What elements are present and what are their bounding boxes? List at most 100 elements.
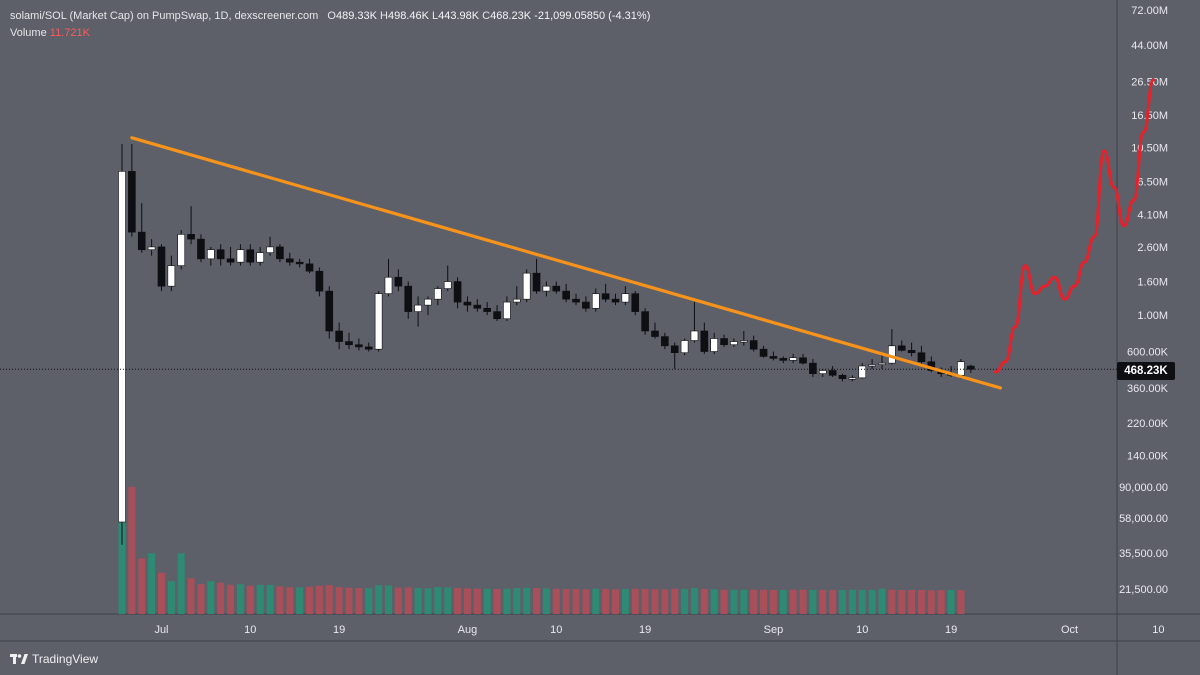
- volume-bar: [167, 581, 175, 614]
- candle-body: [384, 276, 393, 294]
- candle: [364, 342, 373, 352]
- tradingview-logo-icon: [10, 654, 28, 664]
- candle: [483, 302, 491, 316]
- volume-bar: [444, 587, 452, 614]
- candle: [799, 353, 807, 365]
- volume-bar: [542, 588, 550, 614]
- candle: [661, 332, 669, 350]
- candle: [967, 364, 975, 374]
- candle-body: [522, 272, 531, 300]
- volume-bar: [740, 589, 748, 614]
- candle-body: [917, 352, 926, 363]
- x-tick-label: Jul: [154, 624, 168, 636]
- volume-bar: [375, 585, 383, 614]
- candle: [394, 269, 403, 292]
- volume-legend: Volume 11.721K: [10, 26, 90, 40]
- volume-bar: [878, 588, 886, 614]
- x-tick-label: 10: [550, 624, 562, 636]
- candle: [601, 283, 610, 303]
- x-tick-label: 19: [333, 624, 345, 636]
- candle-body: [128, 171, 136, 233]
- candle-body: [532, 272, 541, 292]
- volume-bar: [197, 584, 205, 614]
- volume-bar: [473, 588, 481, 614]
- candle-body: [730, 341, 738, 346]
- candle-body: [207, 249, 215, 260]
- volume-bar: [779, 590, 787, 614]
- candle: [897, 340, 906, 352]
- volume-bar: [177, 553, 185, 614]
- volume-bar: [227, 584, 235, 614]
- volume-bar: [868, 590, 876, 614]
- candle: [572, 293, 580, 306]
- candle-body: [542, 285, 551, 292]
- candle: [493, 305, 501, 322]
- candle-body: [591, 293, 600, 309]
- volume-bar: [315, 585, 323, 614]
- candle: [404, 281, 413, 319]
- volume-bar: [562, 589, 570, 614]
- candle-body: [305, 263, 314, 272]
- candle: [651, 322, 659, 339]
- candle-body: [749, 340, 758, 350]
- candle: [809, 359, 817, 377]
- volume-bar: [789, 589, 797, 614]
- candle: [453, 277, 462, 309]
- candle-body: [463, 301, 472, 306]
- candle-body: [710, 338, 719, 352]
- projection-drawing[interactable]: [993, 78, 1155, 374]
- volume-bar: [296, 587, 304, 614]
- candle-body: [967, 365, 975, 370]
- resistance-trendline[interactable]: [130, 136, 1003, 390]
- candle-body: [453, 281, 462, 303]
- candle-body: [118, 171, 126, 523]
- candle: [720, 334, 728, 347]
- candle: [118, 144, 126, 545]
- candle: [818, 368, 827, 377]
- x-tick-label: 19: [639, 624, 651, 636]
- candle-body: [690, 330, 699, 341]
- candle: [325, 286, 334, 339]
- candle: [256, 246, 264, 266]
- volume-bar: [207, 581, 215, 614]
- candle-body: [503, 301, 511, 320]
- volume-bar: [710, 589, 718, 614]
- candle: [335, 322, 343, 350]
- candle: [631, 291, 640, 316]
- candle: [917, 345, 926, 365]
- candle-body: [957, 361, 965, 376]
- y-tick-label: 10.50M: [1131, 142, 1168, 154]
- volume-bar: [463, 588, 471, 614]
- candle: [147, 239, 156, 256]
- close-value: 468.23K: [490, 10, 532, 22]
- candle-body: [651, 330, 659, 337]
- candle-body: [562, 290, 570, 300]
- candle-body: [809, 362, 817, 374]
- y-tick-label: 90,000.00: [1119, 482, 1168, 494]
- candle-body: [236, 249, 245, 263]
- candle: [858, 363, 867, 379]
- candle-body: [266, 246, 274, 253]
- volume-bar: [602, 589, 610, 614]
- footer-branding[interactable]: TradingView: [10, 652, 98, 666]
- volume-bar: [908, 590, 916, 614]
- y-tick-label: 360.00K: [1127, 383, 1169, 395]
- volume-value: 11.721K: [49, 27, 90, 39]
- candle: [384, 258, 393, 297]
- volume-bar: [730, 589, 738, 614]
- candle-body: [907, 350, 916, 354]
- candle-body: [187, 234, 195, 240]
- candle: [236, 244, 245, 266]
- volume-bar: [888, 589, 896, 614]
- volume-bar: [572, 589, 580, 614]
- volume-bar: [582, 589, 590, 614]
- candle-body: [661, 336, 669, 347]
- volume-bar: [750, 589, 758, 614]
- volume-bar: [118, 518, 126, 614]
- volume-bar: [937, 590, 945, 614]
- y-tick-label: 58,000.00: [1119, 513, 1168, 525]
- candle: [503, 296, 511, 322]
